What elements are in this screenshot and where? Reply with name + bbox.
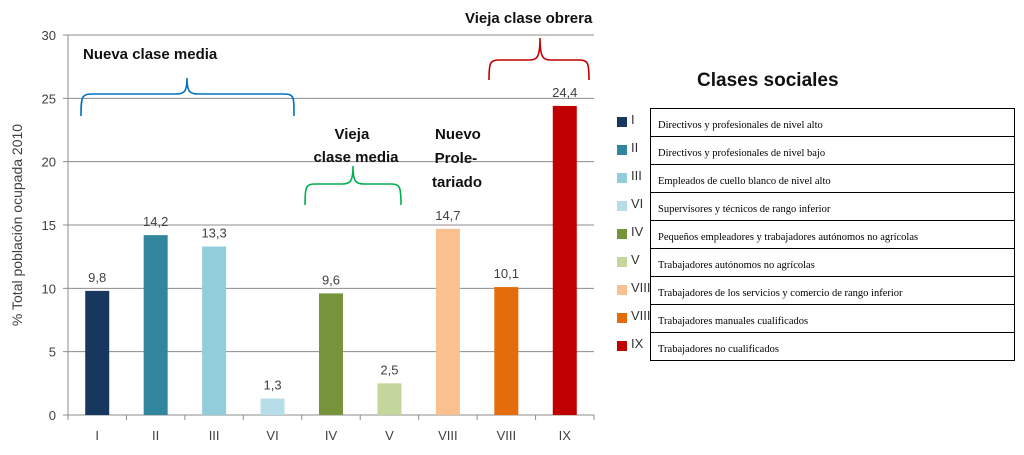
legend-label: Directivos y profesionales de nivel alto	[658, 120, 823, 131]
legend: I Directivos y profesionales de nivel alt…	[617, 108, 1017, 361]
x-tick-label: VI	[266, 428, 278, 443]
legend-code: II	[631, 140, 639, 155]
value-labels: 9,8 14,2 13,3 1,3 9,6 2,5 14,7 10,1 24,4	[88, 85, 577, 393]
legend-cell: Trabajadores manuales cualificados	[650, 304, 1015, 332]
data-label: 1,3	[264, 378, 282, 393]
brace-nueva-clase-media	[80, 77, 295, 117]
legend-item: VIII Trabajadores de los servicios y come…	[617, 276, 1017, 304]
data-label: 9,6	[322, 272, 340, 287]
annotation-vieja-clase-obrera: Vieja clase obrera	[465, 10, 593, 27]
data-label: 2,5	[380, 362, 398, 377]
brace-vieja-clase-media	[304, 165, 402, 206]
x-tick-label: IV	[325, 428, 338, 443]
legend-label: Directivos y profesionales de nivel bajo	[658, 148, 826, 159]
x-tick-label: I	[95, 428, 99, 443]
bar-8	[494, 287, 519, 415]
legend-item: I Directivos y profesionales de nivel alt…	[617, 108, 1017, 136]
legend-label: Trabajadores no cualificados	[658, 344, 779, 355]
legend-swatch	[617, 341, 627, 351]
x-tick-label: V	[385, 428, 394, 443]
legend-code: VI	[631, 196, 644, 211]
x-tick-label: IX	[559, 428, 572, 443]
legend-swatch	[617, 285, 627, 295]
data-label: 14,7	[435, 208, 460, 223]
legend-item: II Directivos y profesionales de nivel ba…	[617, 136, 1017, 164]
bar-1	[85, 290, 110, 415]
legend-label: Supervisores y técnicos de rango inferio…	[658, 204, 831, 215]
y-tick-label: 0	[49, 408, 56, 423]
data-label: 24,4	[552, 85, 577, 100]
y-tick-label: 20	[42, 155, 56, 170]
legend-swatch	[617, 145, 627, 155]
legend-label: Empleados de cuello blanco de nivel alto	[658, 176, 831, 187]
x-tick-label: VIII	[497, 428, 517, 443]
x-tick-label: II	[152, 428, 159, 443]
legend-swatch	[617, 229, 627, 239]
annotation-nueva-clase-media: Nueva clase media	[83, 46, 218, 63]
legend-label: Trabajadores de los servicios y comercio…	[658, 288, 903, 299]
y-axis-ticks: 0 5 10 15 20 25 30	[42, 28, 68, 423]
bar-9	[552, 105, 577, 415]
annotation-vieja-clase-media: Vieja clase media	[313, 126, 399, 166]
legend-item: IX Trabajadores no cualificados	[617, 332, 1017, 361]
legend-cell: Directivos y profesionales de nivel alto	[650, 108, 1015, 136]
legend-label: Pequeños empleadores y trabajadores autó…	[658, 232, 919, 243]
legend-cell: Directivos y profesionales de nivel bajo	[650, 136, 1015, 164]
legend-item: VIII Trabajadores manuales cualificados	[617, 304, 1017, 332]
legend-title: Clases sociales	[697, 70, 839, 91]
legend-label: Trabajadores autónomos no agrícolas	[658, 260, 815, 271]
bar-6	[377, 383, 402, 415]
brace-vieja-clase-obrera	[488, 37, 590, 81]
legend-item: IV Pequeños empleadores y trabajadores au…	[617, 220, 1017, 248]
bar-5	[319, 293, 343, 415]
legend-code: I	[631, 112, 635, 127]
bar-7	[435, 228, 460, 415]
y-axis-label: % Total población ocupada 2010	[9, 124, 25, 326]
legend-swatch	[617, 173, 627, 183]
legend-swatch	[617, 257, 627, 267]
x-tick-label: III	[209, 428, 220, 443]
data-label: 14,2	[143, 214, 168, 229]
legend-swatch	[617, 313, 627, 323]
legend-cell: Trabajadores de los servicios y comercio…	[650, 276, 1015, 304]
bar-3	[202, 246, 227, 415]
legend-item: III Empleados de cuello blanco de nivel a…	[617, 164, 1017, 192]
legend-cell: Empleados de cuello blanco de nivel alto	[650, 164, 1015, 192]
y-tick-label: 5	[49, 345, 56, 360]
data-label: 9,8	[88, 270, 106, 285]
legend-code: III	[631, 168, 642, 183]
legend-code: V	[631, 252, 640, 267]
legend-cell: Supervisores y técnicos de rango inferio…	[650, 192, 1015, 220]
annotation-nuevo-proletariado: Nuevo Prole- tariado	[432, 126, 485, 191]
data-label: 10,1	[494, 266, 519, 281]
bar-4	[260, 398, 285, 415]
legend-cell: Trabajadores no cualificados	[650, 332, 1015, 361]
legend-label: Trabajadores manuales cualificados	[658, 316, 809, 327]
x-axis-ticks: I II III VI IV V VIII VIII IX	[67, 415, 595, 443]
legend-swatch	[617, 117, 627, 127]
legend-cell: Trabajadores autónomos no agrícolas	[650, 248, 1015, 276]
y-tick-label: 25	[42, 91, 56, 106]
legend-code: VIII	[631, 280, 651, 295]
legend-code: IX	[631, 336, 644, 351]
legend-cell: Pequeños empleadores y trabajadores autó…	[650, 220, 1015, 248]
y-tick-label: 10	[42, 281, 56, 296]
legend-item: VI Supervisores y técnicos de rango infer…	[617, 192, 1017, 220]
legend-code: VIII	[631, 308, 651, 323]
x-tick-label: VIII	[438, 428, 458, 443]
y-tick-label: 15	[42, 218, 56, 233]
bars	[85, 105, 577, 415]
legend-code: IV	[631, 224, 644, 239]
legend-item: V Trabajadores autónomos no agrícolas	[617, 248, 1017, 276]
bar-2	[143, 235, 168, 415]
data-label: 13,3	[201, 226, 226, 241]
y-tick-label: 30	[42, 28, 56, 43]
legend-swatch	[617, 201, 627, 211]
